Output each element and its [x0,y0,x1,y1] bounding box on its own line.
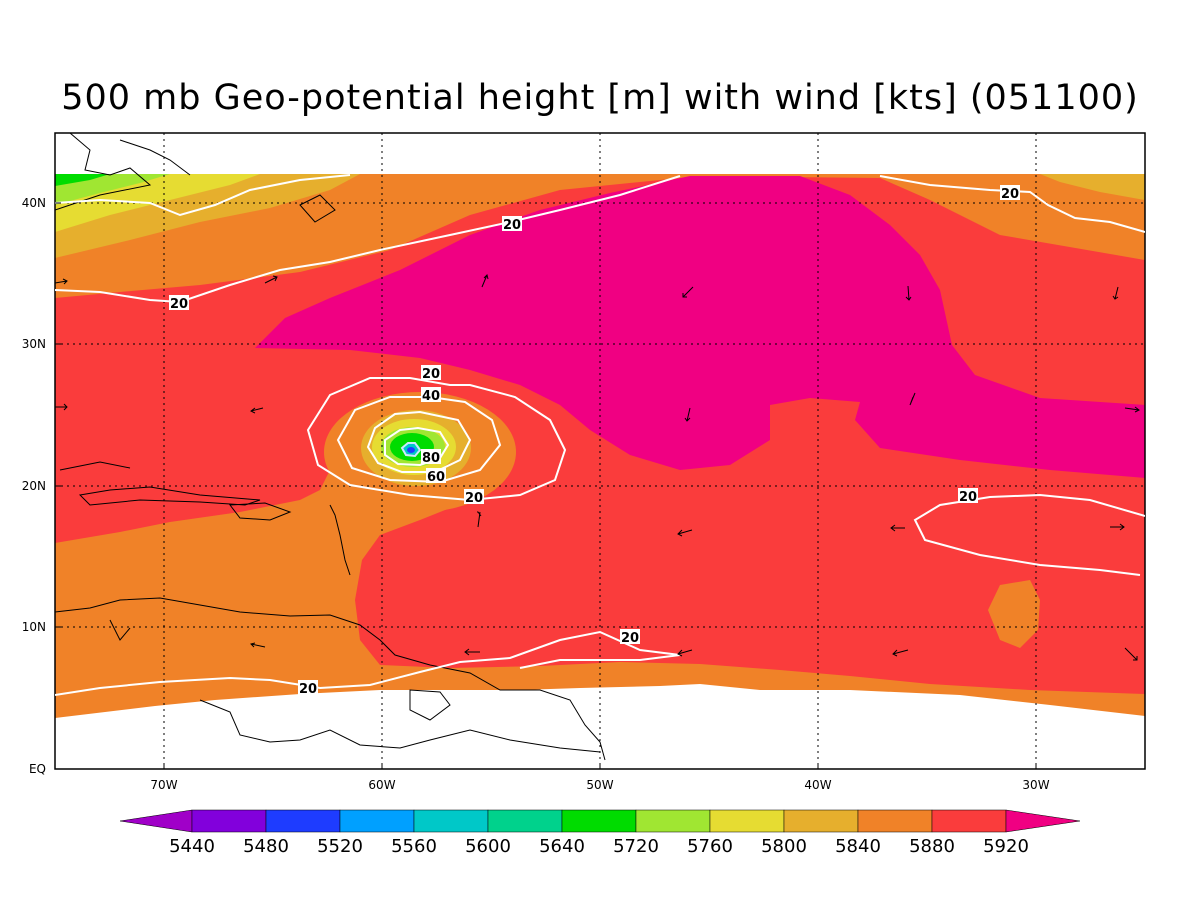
contour-label-bg [421,449,441,464]
contour-label-bg [620,629,640,644]
contour-label: 20 [299,682,317,697]
lon-tick-label: 50W [586,778,613,792]
contour-label-bg [169,295,189,310]
colorbar-segment [931,809,1007,833]
field-low-blue [407,447,415,453]
colorbar-label: 5520 [317,836,363,857]
colorbar-segment [191,809,267,833]
colorbar-segment [339,809,415,833]
contour-80-low [384,426,450,467]
colorbar-label: 5440 [169,836,215,857]
colorbar-segment [857,809,933,833]
lon-tick-label: 70W [150,778,177,792]
contour-label-bg [1000,185,1020,200]
contour-20-south [55,630,681,696]
colorbar-segment [561,809,637,833]
contour-20-northeast [879,175,1145,233]
contour-label: 60 [427,470,445,485]
lon-tick-label: 40W [804,778,831,792]
colorbar-label: 5560 [391,836,437,857]
contour-20-northwest [55,175,681,304]
map-title: 500 mb Geo-potential height [m] with win… [61,78,1139,118]
field-ne-gold [1040,174,1145,200]
colorbar-segment [413,809,489,833]
colorbar-label: 5880 [909,836,955,857]
lat-tick-label: 40N [22,196,46,210]
contour-label-bg [426,468,446,483]
contour-label: 20 [503,218,521,233]
colorbar-label: 5720 [613,836,659,857]
colorbar-segment [709,809,785,833]
wind-contours [55,174,1145,696]
contour-100-low [400,442,422,458]
colorbar-high-arrow [1005,809,1081,833]
colorbar-segment [783,809,859,833]
contour-label: 20 [422,367,440,382]
contour-label: 20 [621,631,639,646]
contour-label-bg [421,387,441,402]
lat-tick-label: 20N [22,479,46,493]
longitude-tick-labels: 70W 60W 50W 40W 30W [150,763,1050,792]
colorbar-label: 5840 [835,836,881,857]
colorbar-labels: 5440 5480 5520 5560 5600 5640 5720 5760 5800 5840… [169,836,1029,857]
contour-60-low [366,410,472,473]
colorbar-label: 5760 [687,836,733,857]
field-north-orange [55,174,1145,298]
contour-40-low [336,396,502,484]
field-north-green [55,174,110,186]
contour-20-low [306,377,567,502]
field-east-blob [988,580,1040,648]
contour-label: 80 [422,451,440,466]
latitude-tick-labels: 40N 30N 20N 10N EQ [22,196,61,776]
colorbar-low-arrow [119,809,193,833]
contour-label-bg [464,489,484,504]
contour-20-east [913,493,1145,576]
gridlines [55,133,1145,769]
contour-label: 20 [465,491,483,506]
missing-data-south [55,684,1145,769]
lat-tick-label: 10N [22,620,46,634]
colorbar [119,809,1081,833]
lon-tick-label: 60W [368,778,395,792]
colorbar-label: 5920 [983,836,1029,857]
colorbar-segment [635,809,711,833]
colorbar-segment [487,809,563,833]
field-ridge [255,176,1145,478]
field-north-lime [55,174,170,205]
contour-labels: 20 20 20 20 20 20 20 40 60 80 20 [169,185,1020,697]
contour-20-north [55,174,351,217]
colorbar-label: 5640 [539,836,585,857]
contour-label-bg [502,216,522,231]
contour-label: 20 [959,490,977,505]
colorbar-segment [265,809,341,833]
colorbar-label: 5600 [465,836,511,857]
contour-label-bg [298,680,318,695]
contour-label: 20 [1001,187,1019,202]
wind-vectors [54,274,1140,661]
contour-label-bg [421,365,441,380]
contour-label-bg [958,488,978,503]
lat-tick-label: EQ [29,762,46,776]
contour-label: 40 [422,389,440,404]
colorbar-label: 5800 [761,836,807,857]
lat-tick-label: 30N [22,337,46,351]
contour-label: 20 [170,297,188,312]
lon-tick-label: 30W [1022,778,1049,792]
colorbar-label: 5480 [243,836,289,857]
height-field [55,133,1145,769]
